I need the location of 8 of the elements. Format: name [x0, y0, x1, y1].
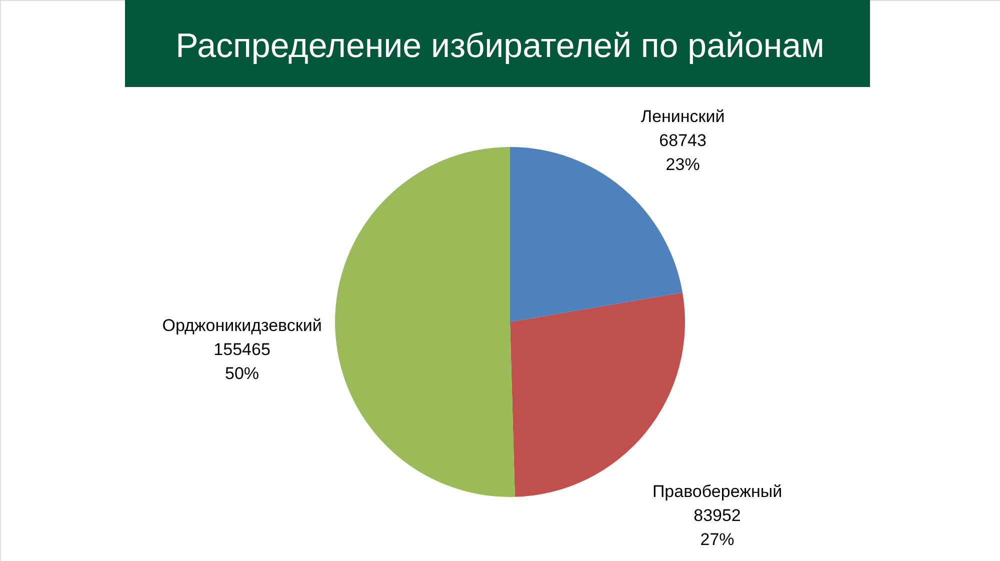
slice-label: Правобережный: [652, 482, 782, 501]
slice-label: Орджоникидзевский: [162, 316, 322, 335]
data-label: 68743 23%: [659, 131, 706, 174]
pie-slice: [335, 147, 515, 497]
slice-label: Ленинский: [640, 107, 725, 126]
data-label: 83952 27%: [694, 506, 741, 549]
chart-title: Распределение избирателей по районам: [176, 27, 824, 65]
data-label: 155465 50%: [214, 340, 270, 383]
